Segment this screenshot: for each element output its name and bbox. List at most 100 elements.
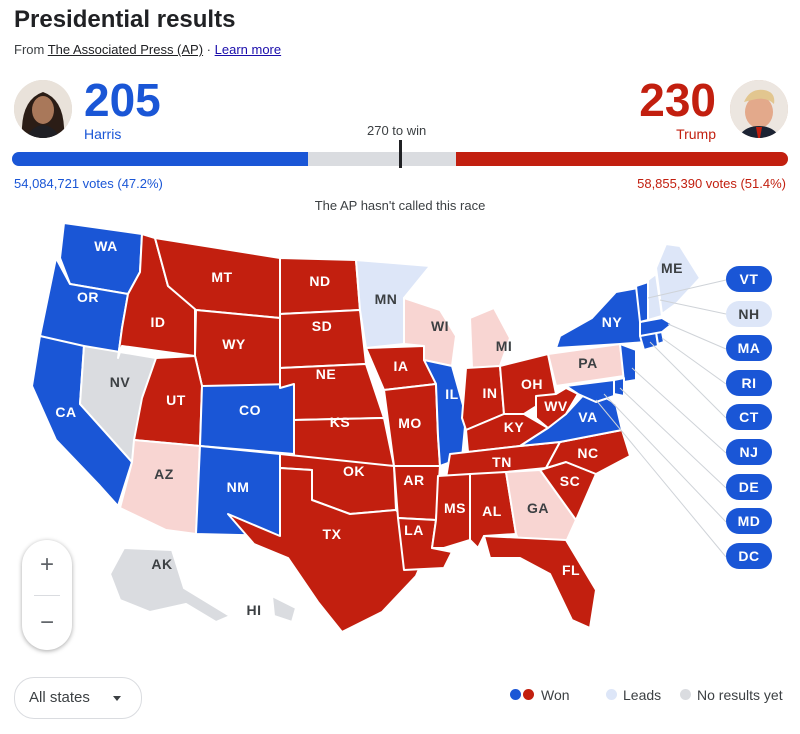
small-state-ri[interactable]: RI [726,369,772,396]
state-nj[interactable] [619,343,637,383]
threshold-label: 270 to win [367,123,427,138]
state-nh[interactable] [647,273,663,321]
label-co: CO [239,402,261,418]
label-al: AL [482,503,502,519]
zoom-in-button[interactable]: + [39,551,54,578]
small-state-md[interactable]: MD [726,508,772,535]
state-de[interactable] [613,377,625,397]
label-az: AZ [154,466,174,482]
page-title: Presidential results [14,6,236,33]
harris-name: Harris [84,126,122,142]
label-il: IL [445,386,458,402]
leader-line-nh [659,299,727,315]
label-wi: WI [431,318,449,334]
label-ms: MS [444,500,466,516]
legend-won-rep-dot [523,689,534,700]
label-me: ME [661,260,683,276]
label-ok: OK [343,463,365,479]
label-ga: GA [527,500,549,516]
small-state-nj[interactable]: NJ [726,439,772,465]
state-fl[interactable] [483,535,597,629]
harris-avatar [14,80,72,138]
state-mi[interactable] [469,307,511,369]
state-wa[interactable] [59,222,143,295]
legend-leads-dot [606,689,617,700]
us-map[interactable]: WA OR CA NV ID MT WY UT CO AZ NM ND SD N… [0,218,800,668]
learn-more-link[interactable]: Learn more [214,42,282,57]
state-me[interactable] [655,243,701,315]
state-filter-dropdown[interactable]: All states [14,677,142,719]
label-ut: UT [166,392,186,408]
label-va: VA [578,409,597,425]
label-or: OR [77,289,99,305]
state-ak[interactable] [109,547,231,623]
label-tx: TX [323,526,342,542]
zoom-out-button[interactable]: − [39,609,54,636]
label-mi: MI [496,338,513,354]
label-pa: PA [578,355,597,371]
small-state-ct[interactable]: CT [726,404,772,431]
caret-down-icon [113,696,121,701]
label-la: LA [404,522,424,538]
small-state-dc[interactable]: DC [726,542,772,569]
leader-line-ct [649,341,727,419]
legend-won-dem-dot [510,689,521,700]
state-md[interactable] [565,379,615,403]
state-tx[interactable] [227,467,431,633]
leader-line-md [603,393,727,523]
label-ny: NY [602,314,623,330]
harris-popular-votes: 54,084,721 votes (47.2%) [14,176,163,191]
leader-line-vt [647,279,727,299]
label-ks: KS [330,414,350,430]
label-hi: HI [247,602,262,618]
label-ne: NE [316,366,336,382]
label-mt: MT [211,269,232,285]
label-ca: CA [55,404,76,420]
label-mo: MO [398,415,422,431]
label-in: IN [483,385,498,401]
label-fl: FL [562,562,580,578]
state-co[interactable] [199,383,295,455]
zoom-divider [34,595,60,596]
state-filter-label: All states [29,689,90,706]
label-sd: SD [312,318,332,334]
trump-electoral-votes: 230 [639,74,716,126]
source-separator: · [203,42,215,57]
small-state-de[interactable]: DE [726,473,772,500]
zoom-control: + − [22,540,72,650]
label-ia: IA [394,358,409,374]
state-wv[interactable] [535,387,579,429]
source-link[interactable]: The Associated Press (AP) [47,42,204,57]
legend-won-label: Won [541,687,570,703]
label-nd: ND [309,273,330,289]
legend-leads-label: Leads [623,687,662,703]
leader-line-dc [595,399,727,558]
trump-popular-votes: 58,855,390 votes (51.4%) [637,176,786,191]
label-wy: WY [222,336,246,352]
trump-avatar [730,80,788,138]
state-ma[interactable] [639,317,673,337]
label-mn: MN [375,291,398,307]
trump-bar-segment [456,152,788,166]
label-ky: KY [504,419,525,435]
label-nc: NC [577,445,598,461]
label-ak: AK [151,556,172,572]
legend-no-results-label: No results yet [697,687,783,703]
label-ar: AR [403,472,424,488]
label-nv: NV [110,374,131,390]
leader-line-de [619,387,727,489]
source-line: From The Associated Press (AP) · Learn m… [14,42,281,57]
leader-line-ma [667,323,727,350]
state-hi[interactable] [271,595,297,623]
small-state-vt[interactable]: VT [726,266,772,292]
leader-line-ri [661,337,727,385]
legend-no-results-dot [680,689,691,700]
label-id: ID [151,314,166,330]
label-oh: OH [521,376,543,392]
small-state-nh[interactable]: NH [726,300,772,327]
harris-electoral-votes: 205 [84,74,161,126]
leader-line-nj [631,367,727,454]
state-az[interactable] [119,439,201,535]
small-state-ma[interactable]: MA [726,335,772,362]
label-wv: WV [544,398,568,414]
